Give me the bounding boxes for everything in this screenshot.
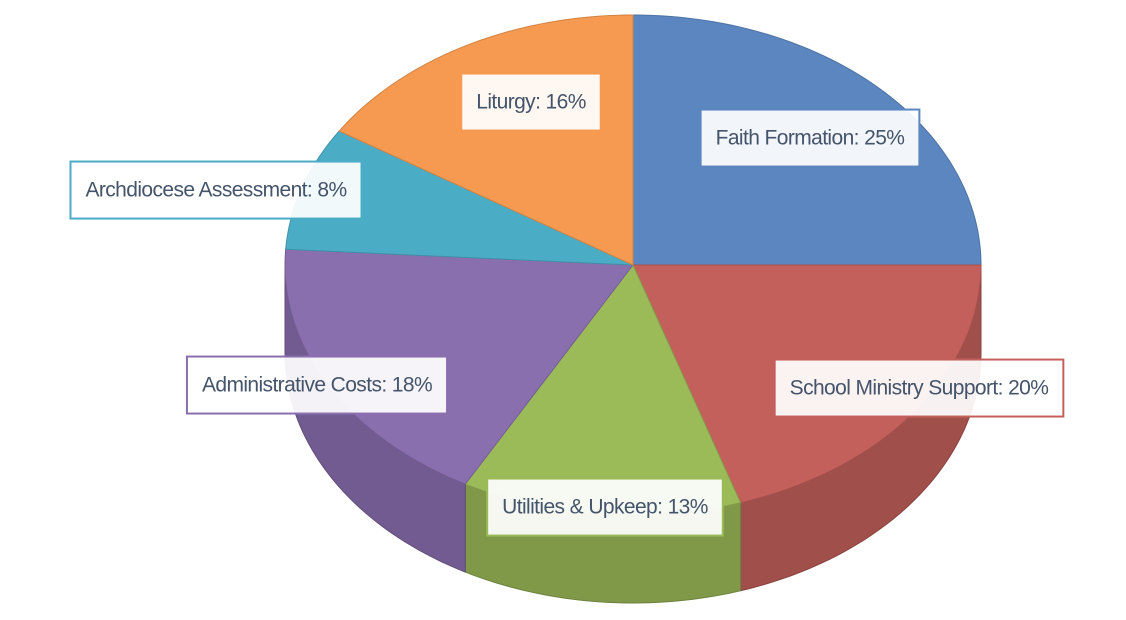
data-label: School Ministry Support: 20% bbox=[773, 358, 1065, 418]
label-box bbox=[460, 72, 602, 132]
label-text: Liturgy: 16% bbox=[476, 91, 586, 114]
data-label: Faith Formation: 25% bbox=[699, 108, 921, 168]
label-text: Utilities & Upkeep: 13% bbox=[502, 496, 708, 519]
label-box bbox=[699, 108, 921, 168]
label-box bbox=[486, 477, 724, 537]
data-label: Utilities & Upkeep: 13% bbox=[486, 477, 724, 537]
label-box bbox=[69, 160, 363, 220]
label-box bbox=[773, 358, 1065, 418]
label-text: Administrative Costs: 18% bbox=[202, 374, 432, 397]
label-box bbox=[185, 355, 449, 415]
data-label: Administrative Costs: 18% bbox=[185, 355, 449, 415]
label-text: Archdiocese Assessment: 8% bbox=[85, 179, 346, 202]
data-label: Archdiocese Assessment: 8% bbox=[69, 160, 363, 220]
label-text: Faith Formation: 25% bbox=[716, 127, 905, 150]
label-text: School Ministry Support: 20% bbox=[790, 377, 1049, 400]
data-label: Liturgy: 16% bbox=[460, 72, 602, 132]
